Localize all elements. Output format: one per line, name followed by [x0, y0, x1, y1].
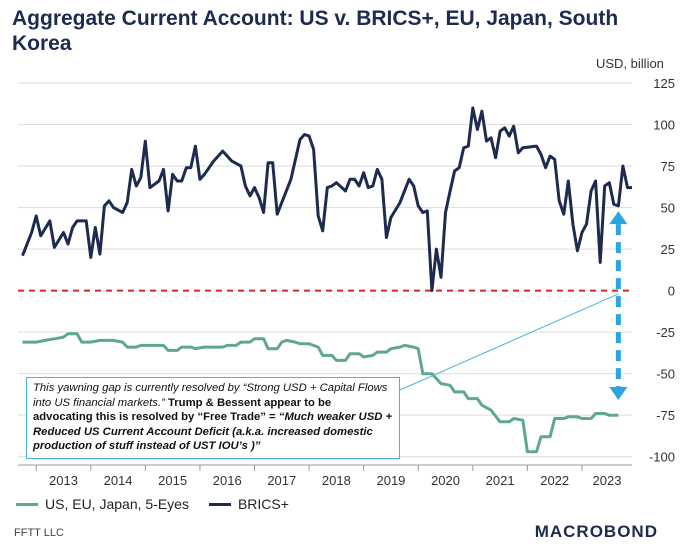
y-tick-label: 100: [653, 118, 675, 133]
annotation-part-2: Trump & Bessent appear to be advocating …: [33, 396, 332, 424]
y-axis-ticks: 125 100 75 50 25 0 -25 -50 -75 -100: [649, 76, 675, 465]
chart-title: Aggregate Current Account: US v. BRICS+,…: [12, 7, 619, 55]
x-tick-label: 2013: [49, 473, 78, 488]
legend-item-brics: BRICS+: [208, 496, 289, 512]
x-axis: 2013 2014 2015 2016 2017 2018 2019 2020 2021 2022…: [18, 464, 632, 488]
y-tick-label: 125: [653, 76, 675, 91]
y-tick-label: -75: [656, 408, 675, 423]
annotation-callout-line: [399, 293, 619, 391]
legend-swatch-green: [16, 502, 38, 506]
annotation-part-1: This yawning gap is currently resolved b…: [33, 382, 388, 409]
source-credit: FFTT LLC: [14, 527, 64, 539]
legend: US, EU, Japan, 5-Eyes BRICS+: [16, 494, 309, 514]
x-tick-label: 2017: [267, 473, 296, 488]
y-tick-label: -25: [656, 325, 675, 340]
y-tick-label: -100: [649, 450, 675, 465]
y-tick-label: 0: [668, 284, 675, 299]
macrobond-logo: MACROBOND: [534, 522, 658, 541]
y-tick-label: 50: [661, 201, 675, 216]
x-tick-label: 2020: [431, 473, 460, 488]
legend-label: BRICS+: [237, 496, 289, 512]
gridlines: [18, 82, 632, 458]
annotation-part-3: “Much weaker USD + Reduced US Current Ac…: [33, 411, 393, 452]
x-tick-label: 2021: [486, 473, 515, 488]
gap-arrow-head-down: [609, 386, 628, 400]
x-tick-label: 2015: [158, 473, 187, 488]
x-tick-label: 2018: [322, 473, 351, 488]
y-tick-label: 25: [661, 242, 675, 257]
legend-item-us-eu-japan: US, EU, Japan, 5-Eyes: [16, 496, 189, 512]
y-tick-label: 75: [661, 159, 675, 174]
series-line-1: [21, 106, 632, 293]
x-tick-label: 2023: [593, 473, 622, 488]
gap-double-arrow: [609, 211, 628, 400]
x-tick-label: 2014: [104, 473, 133, 488]
series-line-0: [22, 332, 619, 454]
y-tick-label: -50: [656, 367, 675, 382]
gap-arrow-head-up: [609, 211, 628, 225]
x-tick-label: 2019: [376, 473, 405, 488]
x-tick-label: 2022: [540, 473, 569, 488]
series-lines: [21, 106, 632, 454]
legend-swatch-navy: [208, 502, 231, 506]
legend-label: US, EU, Japan, 5-Eyes: [45, 496, 189, 512]
y-axis-unit-label: USD, billion: [596, 56, 664, 71]
x-tick-label: 2016: [213, 473, 242, 488]
annotation-box: This yawning gap is currently resolved b…: [26, 377, 400, 459]
